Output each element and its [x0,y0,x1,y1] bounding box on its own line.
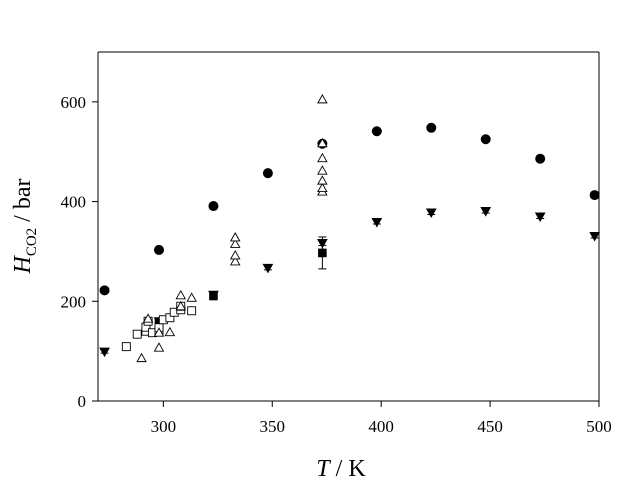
data-point-triangle-down-filled [480,207,492,217]
data-point-triangle-up-open [317,93,328,104]
data-point-circle-filled [99,285,110,296]
data-point-triangle-up-open [153,342,165,352]
data-point-triangle-up-open [164,326,176,337]
data-point-circle-filled [426,122,437,133]
data-point-triangle-down-filled [99,347,110,358]
x-axis-unit: / K [330,456,367,482]
data-point-triangle-up-open [142,313,154,323]
data-point-triangle-down-filled [262,263,274,274]
x-tick-label: 500 [586,417,612,436]
x-axis-symbol: T [316,456,331,482]
y-axis-unit: / bar [10,178,36,227]
data-point-triangle-down-filled [589,231,600,242]
x-tick-label: 350 [260,417,286,436]
x-tick-label: 400 [368,417,394,436]
data-marks [99,93,600,363]
data-point-triangle-up-open [229,255,241,266]
data-point-triangle-down-filled [425,208,437,219]
x-axis-label: T / K [316,456,366,482]
data-point-circle-filled [262,168,273,179]
data-point-square-filled [318,248,327,258]
data-point-circle-filled [208,201,219,212]
data-point-circle-filled [535,153,546,164]
plot-area [97,51,600,402]
x-tick-label: 450 [477,417,503,436]
data-point-triangle-up-open [175,300,187,311]
data-point-triangle-down-filled [371,218,383,228]
y-tick-label: 0 [78,392,87,411]
data-point-triangle-up-open [317,175,328,185]
data-point-circle-filled [589,190,600,201]
y-tick-label: 400 [61,193,87,212]
y-tick-label: 200 [61,292,87,311]
data-point-square-open [187,306,197,316]
data-point-triangle-up-open [317,182,328,193]
data-point-triangle-up-open [229,238,241,248]
data-point-triangle-up-open [229,249,241,260]
data-point-circle-filled [153,244,164,255]
data-point-triangle-up-open [186,292,197,302]
y-axis-symbol: H [10,255,36,275]
data-point-triangle-up-open [317,137,328,148]
data-point-triangle-down-filled [534,212,546,223]
data-point-triangle-up-open [317,165,328,175]
data-point-circle-filled [371,126,382,137]
data-point-square-open [121,342,131,352]
data-point-square-filled [209,291,218,301]
data-point-triangle-up-open [175,289,187,300]
x-tick-label: 300 [151,417,177,436]
data-point-circle-filled [480,134,491,145]
axis-ticks: 300 350 400 450 500 0 200 400 600 [61,93,612,436]
y-axis-subscript: CO2 [24,228,40,256]
y-axis-label: HCO2 / bar [10,178,40,274]
data-point-triangle-up-open [317,152,328,163]
data-point-triangle-up-open [136,352,147,363]
y-tick-label: 600 [61,93,87,112]
data-point-triangle-up-open [229,232,241,242]
data-point-square-open [132,329,142,339]
data-point-triangle-up-open [153,327,165,337]
